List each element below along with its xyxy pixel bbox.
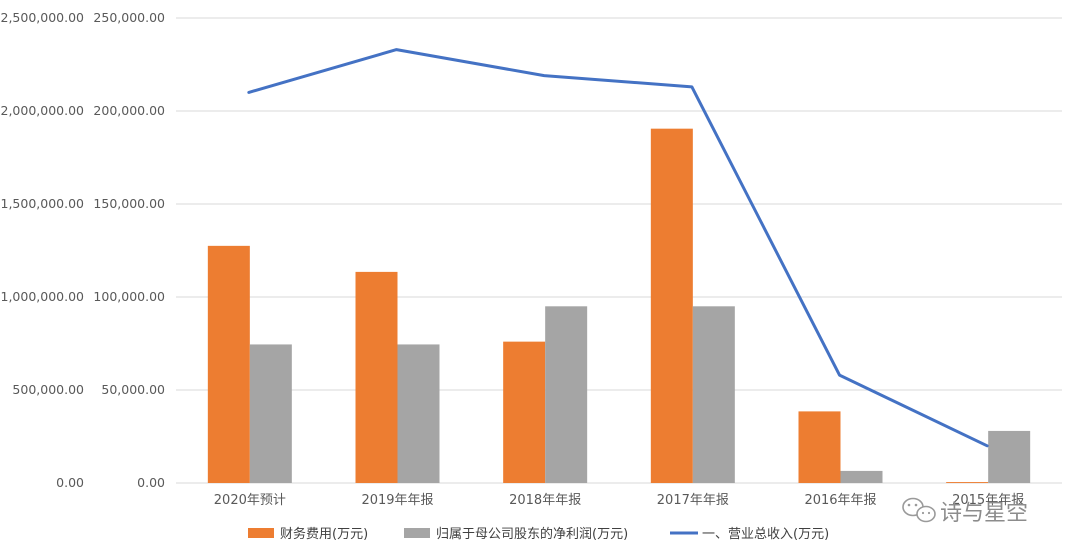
line-series [247,48,989,448]
bar [946,482,989,483]
y-right-tick-label: 150,000.00 [93,196,165,211]
legend-label: 财务费用(万元) [280,526,368,542]
bar [988,430,1031,483]
legend-swatch [248,528,274,538]
bar [692,306,735,483]
x-tick-label: 2020年预计 [214,493,286,508]
x-tick-label: 2015年年报 [952,493,1024,508]
bar [397,344,440,483]
y-left-tick-label: 500,000.00 [12,382,84,397]
y-left-tick-label: 1,500,000.00 [1,196,85,211]
legend-label: 归属于母公司股东的净利润(万元) [436,526,628,542]
bar [545,306,588,483]
bar [650,128,693,484]
y-right-tick-label: 50,000.00 [101,382,165,397]
y-left-tick-label: 1,000,000.00 [1,289,85,304]
gridlines [176,17,1062,484]
bar [503,341,546,483]
bar [798,411,841,483]
bar [207,245,250,483]
bar [840,470,883,483]
y-right-tick-label: 0.00 [137,475,165,490]
category-labels: 2020年预计 2019年年报 2018年年报 2017年年报 2016年年报 2015年… [214,493,1024,508]
x-tick-label: 2018年年报 [509,493,581,508]
y-left-tick-label: 2,500,000.00 [1,10,85,25]
y-right-tick-label: 100,000.00 [93,289,165,304]
x-tick-label: 2019年年报 [361,493,433,508]
revenue-line [247,48,989,448]
bar [249,344,292,483]
bars [207,128,1031,484]
legend: 财务费用(万元) 归属于母公司股东的净利润(万元) 一、营业总收入(万元) [248,526,829,542]
y-right-tick-label: 250,000.00 [93,10,165,25]
y-right-tick-label: 200,000.00 [93,103,165,118]
bar [355,271,398,483]
x-tick-label: 2016年年报 [804,493,876,508]
x-tick-label: 2017年年报 [657,493,729,508]
y-left-tick-label: 0.00 [56,475,84,490]
y-left-tick-label: 2,000,000.00 [1,103,85,118]
right-axis-ticks: 0.00 50,000.00 100,000.00 150,000.00 200,000… [93,10,165,490]
wechat-icon [902,497,936,523]
legend-swatch [404,528,430,538]
watermark-text: 诗与星空 [940,501,1028,526]
watermark: 诗与星空 [902,497,1028,526]
legend-label: 一、营业总收入(万元) [702,527,829,542]
left-axis-ticks: 0.00 500,000.00 1,000,000.00 1,500,000.00 2,… [1,10,85,490]
